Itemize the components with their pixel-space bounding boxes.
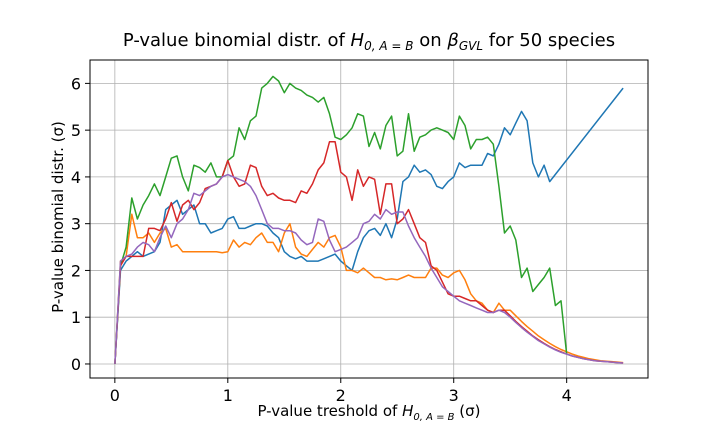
y-tick-label: 2 (71, 261, 81, 280)
y-axis-label: P-value binomial distr. (σ) (49, 121, 67, 313)
x-axis-label-h-main: H (402, 402, 413, 420)
chart-title-prefix: P-value binomial distr. of (123, 30, 351, 51)
x-axis-label-prefix: P-value treshold of (257, 402, 402, 420)
series-line-5 (114, 173, 624, 365)
series-line-2 (114, 213, 624, 365)
x-tick-label: 0 (110, 386, 120, 405)
x-axis-label: P-value treshold of H0, A = B (σ) (257, 402, 480, 423)
x-tick-label: 1 (223, 386, 233, 405)
chart-title-beta-main: β (446, 30, 459, 51)
plot-frame (89, 59, 649, 379)
chart-title-h-sub: 0, A = B (364, 39, 413, 53)
axis-ticks: 0 1 2 3 4 0 1 2 3 4 5 6 (71, 74, 572, 405)
y-tick-label: 4 (71, 168, 81, 187)
series-lines (114, 75, 624, 365)
x-tick-label: 4 (562, 386, 572, 405)
y-tick-label: 0 (71, 355, 81, 374)
y-tick-label: 5 (71, 121, 81, 140)
y-tick-label: 6 (71, 74, 81, 93)
chart-title-suffix: for 50 species (483, 30, 615, 51)
chart-title-h-main: H (351, 30, 365, 51)
x-tick-label: 2 (336, 386, 346, 405)
grid (90, 60, 648, 378)
x-tick-label: 3 (449, 386, 459, 405)
chart-title-beta-sub: GVL (459, 39, 483, 53)
y-tick-label: 3 (71, 215, 81, 234)
x-axis-label-suffix: (σ) (455, 402, 481, 420)
y-tick-label: 1 (71, 308, 81, 327)
chart-title: P-value binomial distr. of H0, A = B on … (123, 30, 615, 53)
chart-title-mid: on (413, 30, 447, 51)
x-axis-label-h-sub: 0, A = B (413, 412, 454, 423)
series-line-3 (114, 75, 568, 365)
